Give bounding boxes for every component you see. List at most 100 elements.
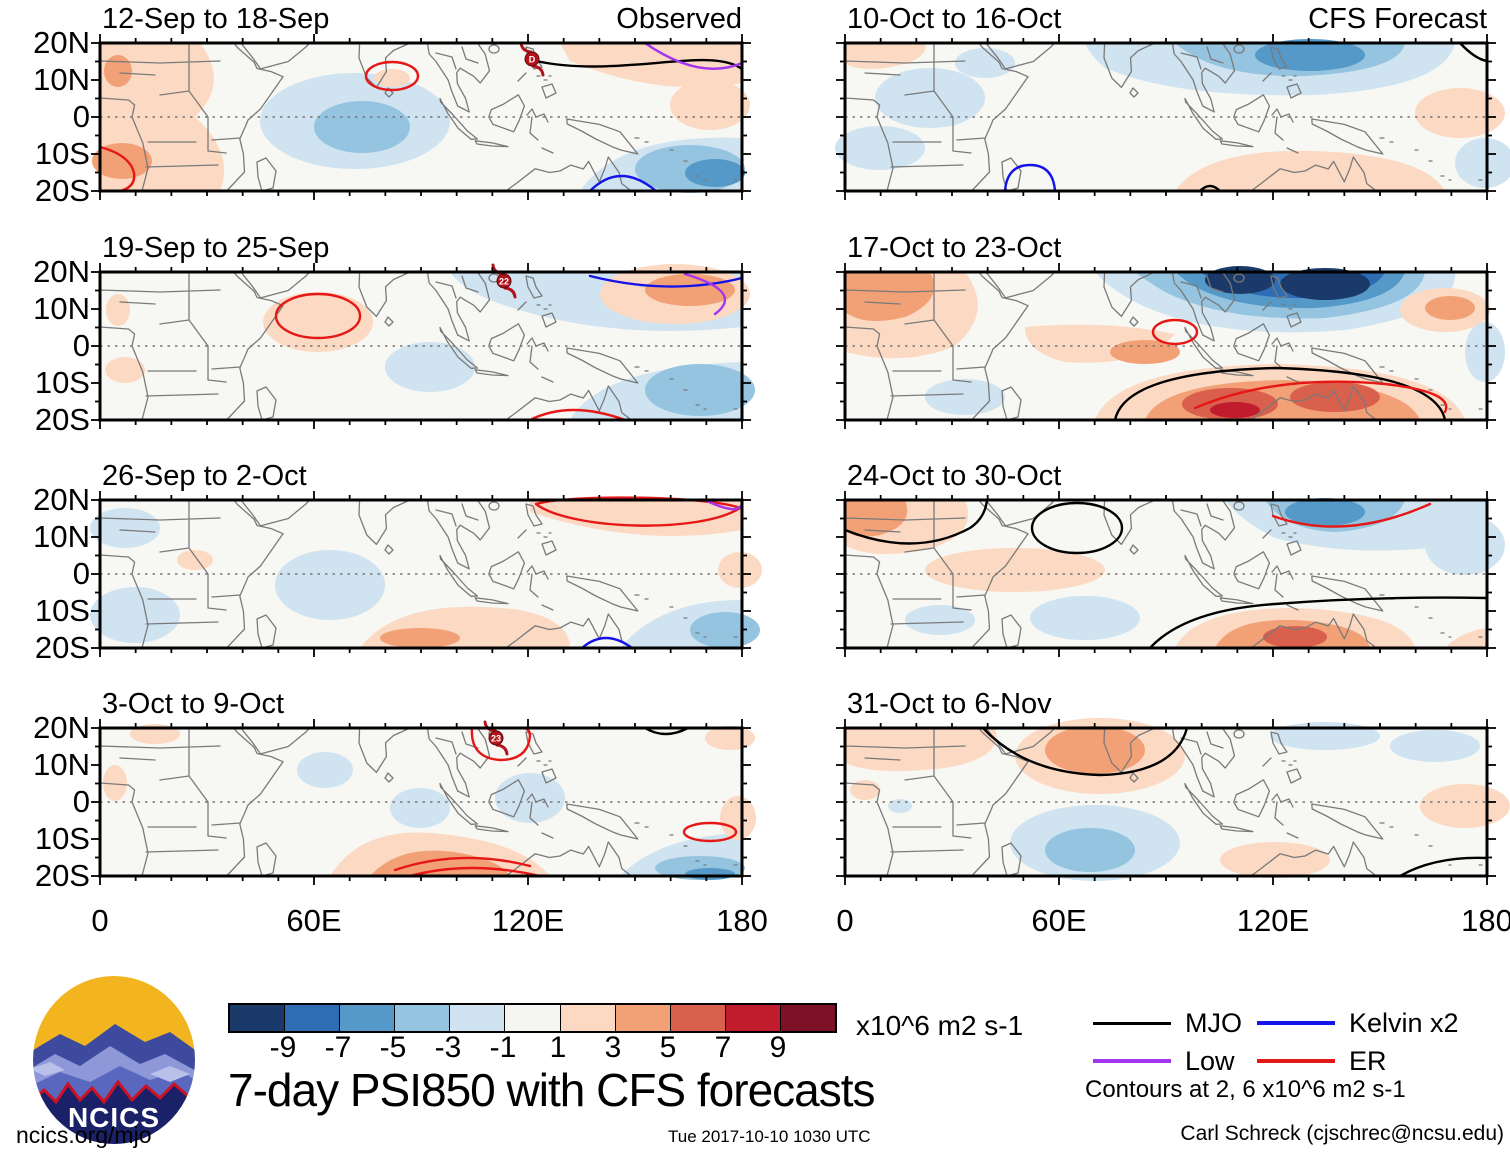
colorbar-cell — [559, 1005, 615, 1031]
svg-text:22: 22 — [499, 277, 509, 287]
y-tick-label: 20N — [33, 25, 90, 60]
y-tick-label: 10S — [34, 365, 90, 400]
y-tick-label: 20N — [33, 254, 90, 289]
low-line-swatch — [1093, 1059, 1171, 1063]
column-label: CFS Forecast — [1308, 3, 1487, 35]
colorbar-cell — [669, 1005, 725, 1031]
svg-text:D: D — [529, 55, 536, 65]
ncics-logo: NCICS — [31, 974, 197, 1146]
colorbar-cell — [284, 1005, 340, 1031]
map-canvas — [836, 491, 1505, 657]
map-canvas: 23 — [91, 719, 756, 885]
y-tick-label: 10S — [34, 821, 90, 856]
y-tick-label: 20S — [34, 402, 90, 437]
y-tick-label: 0 — [72, 784, 90, 819]
colorbar-tick: -5 — [379, 1031, 407, 1064]
map-canvas — [836, 718, 1510, 885]
tropical-cyclone-icon: 23 — [483, 720, 509, 756]
legend-item-low: Low — [1093, 1046, 1235, 1076]
map-canvas: D — [91, 34, 751, 200]
colorbar-cell — [724, 1005, 780, 1031]
colorbar-cell — [504, 1005, 560, 1031]
panel-title: 12-Sep to 18-Sep — [102, 3, 330, 35]
x-axis-left: 0 60E 120E 180 — [91, 903, 767, 943]
colorbar-cell — [339, 1005, 395, 1031]
logo-text: NCICS — [68, 1102, 160, 1133]
mjo-line-swatch — [1093, 1021, 1171, 1025]
colorbar-tick: -9 — [269, 1031, 297, 1064]
colorbar-cell — [779, 1005, 836, 1031]
legend-label: Low — [1185, 1045, 1235, 1076]
colorbar-unit: x10^6 m2 s-1 — [856, 1010, 1024, 1041]
colorbar — [228, 1003, 837, 1033]
y-axis-row3: 20N 10N 0 10S 20S — [0, 482, 90, 665]
map-panel-forecast-week3: 24-Oct to 30-Oct — [836, 460, 1505, 657]
panel-title: 10-Oct to 16-Oct — [847, 3, 1062, 35]
y-tick-label: 0 — [72, 556, 90, 591]
legend-item-er: ER — [1257, 1046, 1387, 1076]
legend-item-kelvin: Kelvin x2 — [1257, 1008, 1459, 1038]
legend-label: Kelvin x2 — [1349, 1007, 1459, 1038]
x-tick-label: 120E — [1236, 903, 1310, 938]
tropical-cyclone-icon: 22 — [491, 263, 517, 299]
y-tick-label: 20S — [34, 858, 90, 893]
y-tick-label: 20S — [34, 630, 90, 665]
timestamp: Tue 2017-10-10 1030 UTC — [668, 1127, 871, 1146]
x-axis-right: 0 60E 120E 180 — [836, 903, 1510, 943]
legend-label: ER — [1349, 1045, 1387, 1076]
x-tick-label: 0 — [836, 903, 854, 938]
svg-text:23: 23 — [491, 734, 501, 744]
panel-title: 31-Oct to 6-Nov — [847, 688, 1052, 720]
panel-title: 26-Sep to 2-Oct — [102, 460, 307, 492]
x-tick-label: 60E — [286, 903, 342, 938]
legend-item-mjo: MJO — [1093, 1008, 1242, 1038]
site-url: ncics.org/mjo — [16, 1122, 152, 1148]
map-canvas — [836, 263, 1505, 429]
y-axis-row2: 20N 10N 0 10S 20S — [0, 254, 90, 437]
map-panel-observed-week1: 12-Sep to 18-Sep Observed D — [91, 3, 751, 200]
colorbar-tick: 3 — [604, 1031, 622, 1064]
y-tick-label: 10N — [33, 747, 90, 782]
panel-title: 17-Oct to 23-Oct — [847, 232, 1062, 264]
contour-note: Contours at 2, 6 x10^6 m2 s-1 — [1085, 1076, 1406, 1103]
x-tick-label: 0 — [91, 903, 109, 938]
map-panel-observed-week4: 3-Oct to 9-Oct 23 — [91, 688, 756, 885]
colorbar-tick: 1 — [549, 1031, 567, 1064]
map-panel-observed-week3: 26-Sep to 2-Oct — [90, 460, 762, 657]
colorbar-cell — [230, 1005, 285, 1031]
colorbar-cell — [394, 1005, 450, 1031]
x-tick-label: 60E — [1031, 903, 1087, 938]
map-panel-forecast-week1: 10-Oct to 16-Oct CFS Forecast — [835, 3, 1510, 200]
y-tick-label: 20S — [34, 173, 90, 208]
y-tick-label: 10N — [33, 519, 90, 554]
y-tick-label: 0 — [72, 99, 90, 134]
y-tick-label: 10N — [33, 62, 90, 97]
y-tick-label: 20N — [33, 482, 90, 517]
map-canvas — [835, 34, 1510, 200]
y-tick-label: 10S — [34, 593, 90, 628]
y-axis-row1: 20N 10N 0 10S 20S — [0, 25, 90, 208]
panel-title: 24-Oct to 30-Oct — [847, 460, 1062, 492]
colorbar-tick: -7 — [324, 1031, 352, 1064]
kelvin-line-swatch — [1257, 1021, 1335, 1025]
map-panel-forecast-week2: 17-Oct to 23-Oct — [836, 232, 1505, 429]
map-panel-forecast-week4: 31-Oct to 6-Nov — [836, 688, 1510, 885]
map-canvas — [90, 491, 762, 657]
author-credit: Carl Schreck (cjschrec@ncsu.edu) — [1180, 1122, 1504, 1145]
colorbar-tick: -1 — [489, 1031, 517, 1064]
y-tick-label: 0 — [72, 328, 90, 363]
y-axis-row4: 20N 10N 0 10S 20S — [0, 710, 90, 893]
panel-title: 19-Sep to 25-Sep — [102, 232, 330, 264]
y-tick-label: 10S — [34, 136, 90, 171]
map-panel-observed-week2: 19-Sep to 25-Sep 22 — [91, 232, 755, 429]
y-tick-label: 10N — [33, 291, 90, 326]
colorbar-tick: 5 — [659, 1031, 677, 1064]
panel-title: 3-Oct to 9-Oct — [102, 688, 285, 720]
legend-label: MJO — [1185, 1007, 1242, 1038]
colorbar-cell — [614, 1005, 670, 1031]
colorbar-cell — [449, 1005, 505, 1031]
figure-title: 7-day PSI850 with CFS forecasts — [228, 1064, 876, 1116]
map-canvas: 22 — [91, 263, 755, 429]
x-tick-label: 180 — [1461, 903, 1510, 938]
